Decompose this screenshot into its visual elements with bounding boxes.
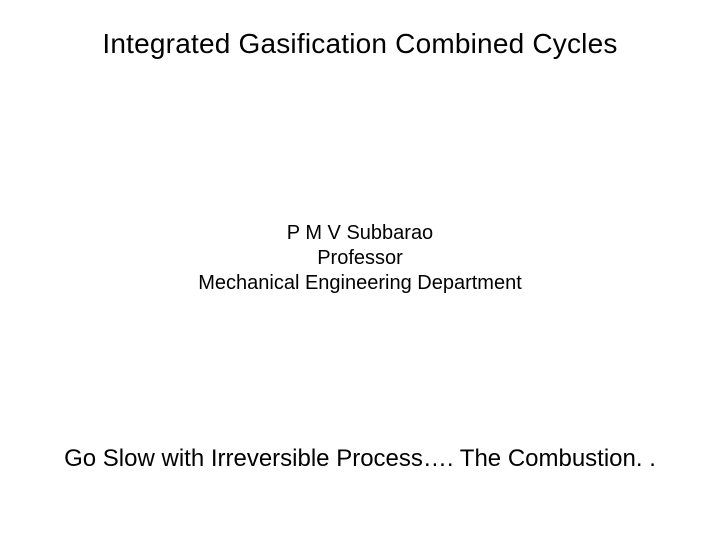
author-role: Professor — [0, 247, 720, 270]
author-name: P M V Subbarao — [0, 222, 720, 245]
slide: Integrated Gasification Combined Cycles … — [0, 0, 720, 540]
slide-title: Integrated Gasification Combined Cycles — [0, 28, 720, 60]
author-block: P M V Subbarao Professor Mechanical Engi… — [0, 222, 720, 297]
slide-footer: Go Slow with Irreversible Process…. The … — [0, 445, 720, 473]
author-dept: Mechanical Engineering Department — [0, 272, 720, 295]
